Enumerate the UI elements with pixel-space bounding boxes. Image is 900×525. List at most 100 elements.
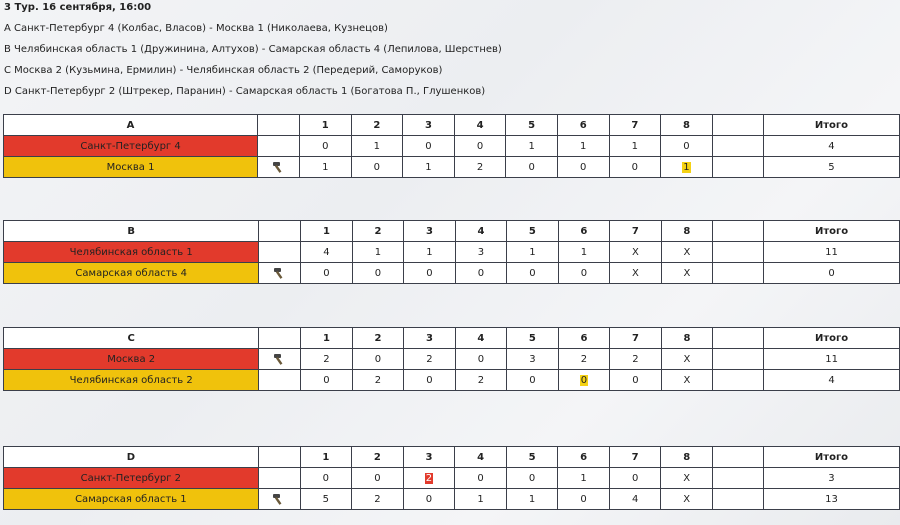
end-header-4: 4 [454, 446, 507, 468]
hammer-icon [272, 494, 286, 505]
team-row: Самарская область 4 0 0 0 0 0 0 X X 0 [2, 262, 900, 284]
end-score-cell: 0 [350, 156, 404, 178]
end-score-cell: 0 [557, 488, 610, 510]
end-score: 0 [632, 374, 639, 386]
end-score: 0 [425, 140, 432, 152]
team-name: Челябинская область 1 [2, 241, 260, 263]
team-row: Москва 2 2 0 2 0 3 2 2 X 11 [2, 348, 900, 370]
end-score: 2 [477, 374, 485, 386]
end-header-3: 3 [403, 327, 456, 349]
hammer-cell [257, 488, 301, 510]
end-score-cell: X [660, 488, 713, 510]
end-score: 4 [631, 493, 639, 505]
end-score-cell: 0 [351, 348, 405, 370]
end-score-cell: X [609, 262, 662, 284]
end-score: X [683, 374, 691, 386]
end-score-cell: 0 [557, 369, 611, 391]
extra-header-cell [712, 327, 765, 349]
end-score-cell: 0 [402, 135, 455, 157]
end-header-4: 4 [454, 220, 508, 242]
end-score: 1 [373, 140, 381, 152]
end-score: X [631, 246, 639, 258]
end-score: 1 [529, 246, 536, 258]
extra-cell [711, 156, 764, 178]
end-score: 0 [580, 267, 588, 279]
hammer-cell [257, 135, 300, 157]
end-score-cell: 0 [505, 156, 558, 178]
end-score: 1 [528, 140, 535, 152]
team-name: Самарская область 1 [3, 488, 259, 510]
end-score: 0 [477, 267, 485, 279]
end-score: 0 [528, 472, 536, 484]
team-name: Москва 2 [2, 348, 260, 370]
hammer-cell [258, 262, 302, 284]
extra-cell [712, 241, 765, 263]
hammer-header-cell [258, 220, 302, 242]
end-score: 2 [632, 353, 639, 365]
team-name: Санкт-Петербург 2 [3, 467, 259, 489]
end-score: 0 [426, 374, 433, 386]
end-score-cell: 0 [608, 156, 662, 178]
end-score-cell: 4 [300, 241, 353, 263]
end-score: 1 [682, 161, 691, 173]
end-score-cell: 0 [454, 467, 507, 489]
end-header-6: 6 [556, 114, 610, 136]
end-score: 4 [323, 246, 330, 258]
end-score-cell: 1 [403, 241, 456, 263]
end-header-5: 5 [506, 327, 559, 349]
end-header-6: 6 [557, 327, 611, 349]
total-score: 0 [763, 262, 900, 284]
end-header-2: 2 [351, 327, 405, 349]
end-header-2: 2 [351, 446, 404, 468]
end-score-cell: 0 [403, 369, 456, 391]
end-header-8: 8 [660, 114, 713, 136]
end-score-cell: 1 [298, 156, 352, 178]
end-header-3: 3 [402, 446, 456, 468]
end-score: 0 [580, 493, 587, 505]
team-row: Челябинская область 1 4 1 1 3 1 1 X X 11 [2, 241, 900, 263]
end-header-2: 2 [350, 114, 404, 136]
total-score: 4 [762, 135, 900, 157]
end-score-cell: 0 [351, 467, 404, 489]
end-score-cell: X [660, 348, 714, 370]
end-score-cell: 0 [609, 369, 662, 391]
end-score-cell: 3 [506, 348, 559, 370]
end-score: 1 [374, 246, 382, 258]
extra-cell [711, 488, 764, 510]
team-row: Санкт-Петербург 2 0 0 2 0 0 1 0 X 3 [3, 467, 900, 489]
end-header-1: 1 [300, 220, 353, 242]
end-score: 0 [374, 353, 382, 365]
end-score: 0 [579, 374, 589, 386]
team-name: Москва 1 [2, 156, 259, 178]
hammer-cell [257, 156, 300, 178]
end-score: 2 [374, 493, 381, 505]
end-score-cell: 0 [557, 262, 611, 284]
header-row: B 1 2 3 4 5 6 7 8 Итого [2, 220, 900, 242]
end-score: 0 [374, 472, 381, 484]
end-score-cell: 2 [403, 348, 456, 370]
end-header-8: 8 [660, 220, 714, 242]
end-header-7: 7 [609, 327, 662, 349]
end-score: 1 [580, 472, 587, 484]
end-score-cell: 5 [299, 488, 353, 510]
end-score: 1 [322, 161, 329, 173]
extra-header-cell [711, 446, 764, 468]
end-score-cell: 1 [557, 241, 611, 263]
end-score-cell: 0 [402, 488, 456, 510]
matchup-c: C Москва 2 (Кузьмина, Ермилин) - Челябин… [4, 65, 443, 76]
end-score: 0 [477, 353, 485, 365]
end-score: 5 [322, 493, 330, 505]
team-row: Самарская область 1 5 2 0 1 1 0 4 X 13 [3, 488, 900, 510]
end-score-cell: 1 [506, 241, 559, 263]
end-score-cell: 2 [454, 369, 508, 391]
end-score-cell: 2 [609, 348, 662, 370]
end-header-1: 1 [299, 446, 353, 468]
hammer-header-cell [258, 327, 302, 349]
end-score: 1 [425, 161, 432, 173]
hammer-cell [258, 241, 302, 263]
extra-cell [712, 369, 765, 391]
sheet-label: A [2, 114, 259, 136]
scoreboard-c: C 1 2 3 4 5 6 7 8 Итого Москва 2 2 0 2 0 3 2 2 X 11 Челябинс… [2, 327, 900, 391]
